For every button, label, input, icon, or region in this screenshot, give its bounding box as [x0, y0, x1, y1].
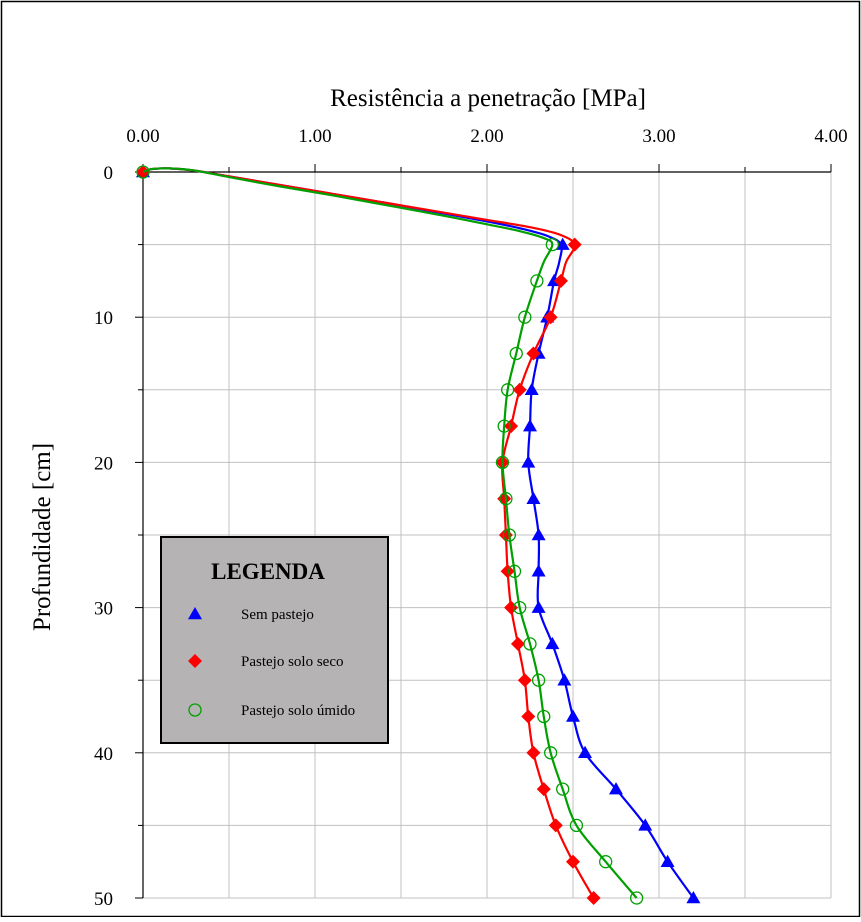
data-point — [499, 492, 513, 506]
legend-entry: Sem pastejo — [188, 607, 314, 623]
legend-label: Pastejo solo seco — [241, 654, 344, 670]
data-point — [638, 818, 653, 831]
data-point — [136, 165, 150, 179]
data-point — [567, 237, 582, 252]
data-point — [553, 273, 568, 288]
legend-entry: Pastejo solo seco — [188, 654, 344, 670]
legend: LEGENDA Sem pastejo Pastejo solo seco Past… — [160, 536, 389, 744]
data-point — [548, 818, 563, 833]
series-3 — [136, 165, 644, 905]
data-point — [569, 818, 584, 833]
data-point — [504, 600, 519, 615]
data-point — [566, 709, 580, 722]
x-tick-label: 2.00 — [470, 126, 503, 147]
legend-marker — [188, 654, 202, 668]
data-point — [512, 382, 527, 397]
data-point — [526, 491, 541, 504]
data-point — [629, 891, 644, 905]
data-point — [537, 709, 551, 724]
x-tick-label: 3.00 — [642, 126, 675, 147]
x-tick-labels: 0.00 1.00 2.00 3.00 4.00 — [126, 126, 847, 147]
data-point — [531, 564, 546, 577]
data-point — [660, 854, 675, 867]
data-point — [599, 855, 613, 869]
data-point — [531, 600, 546, 613]
legend-label: Sem pastejo — [241, 607, 314, 623]
data-point — [507, 564, 522, 578]
data-point — [497, 419, 511, 433]
data-point — [555, 237, 570, 250]
data-point — [531, 673, 546, 687]
x-tick-label: 0.00 — [126, 126, 159, 147]
y-tick-labels: 0 10 20 30 40 50 — [94, 163, 113, 910]
data-point — [500, 564, 515, 579]
series-line — [142, 167, 638, 899]
y-tick-label: 50 — [94, 889, 113, 910]
data-point — [518, 310, 532, 324]
data-point — [609, 782, 623, 795]
legend-entry: Pastejo solo úmido — [188, 703, 355, 719]
y-tick-label: 40 — [94, 744, 113, 765]
y-tick-label: 0 — [104, 163, 114, 184]
data-point — [686, 891, 701, 904]
data-point — [526, 346, 541, 361]
data-point — [500, 383, 515, 397]
data-point — [504, 419, 519, 434]
legend-box — [160, 536, 389, 744]
legend-title: LEGENDA — [211, 559, 325, 584]
data-point — [524, 382, 539, 396]
data-point — [523, 637, 537, 651]
data-point — [521, 455, 536, 468]
data-point — [545, 237, 560, 252]
data-point — [521, 709, 536, 724]
y-tick-label: 20 — [94, 453, 113, 474]
data-point — [495, 455, 510, 470]
x-tick-label: 1.00 — [298, 126, 331, 147]
legend-marker — [188, 703, 202, 717]
data-point — [557, 673, 572, 686]
series-layer — [136, 165, 701, 905]
data-point — [531, 528, 546, 541]
data-point — [510, 636, 525, 651]
legend-label: Pastejo solo úmido — [241, 703, 355, 719]
data-point — [509, 346, 523, 361]
data-point — [545, 636, 560, 650]
data-point — [513, 600, 527, 615]
data-point — [530, 274, 544, 288]
data-point — [543, 746, 558, 760]
data-point — [556, 782, 570, 796]
x-tick-label: 4.00 — [814, 126, 847, 147]
data-point — [543, 310, 558, 325]
y-tick-label: 10 — [94, 308, 113, 329]
data-point — [578, 745, 593, 759]
y-tick-label: 30 — [94, 599, 113, 620]
data-point — [526, 745, 541, 760]
x-axis-title: Resistência a penetração [MPa] — [330, 85, 646, 112]
data-point — [502, 528, 517, 542]
data-point — [586, 891, 601, 905]
data-point — [536, 782, 551, 797]
data-point — [523, 419, 537, 432]
data-point — [566, 854, 580, 869]
legend-marker — [188, 607, 202, 620]
legend-entries: Sem pastejo Pastejo solo seco Pastejo solo… — [188, 607, 355, 719]
y-axis-title: Profundidade [cm] — [29, 443, 56, 631]
data-point — [517, 673, 532, 688]
